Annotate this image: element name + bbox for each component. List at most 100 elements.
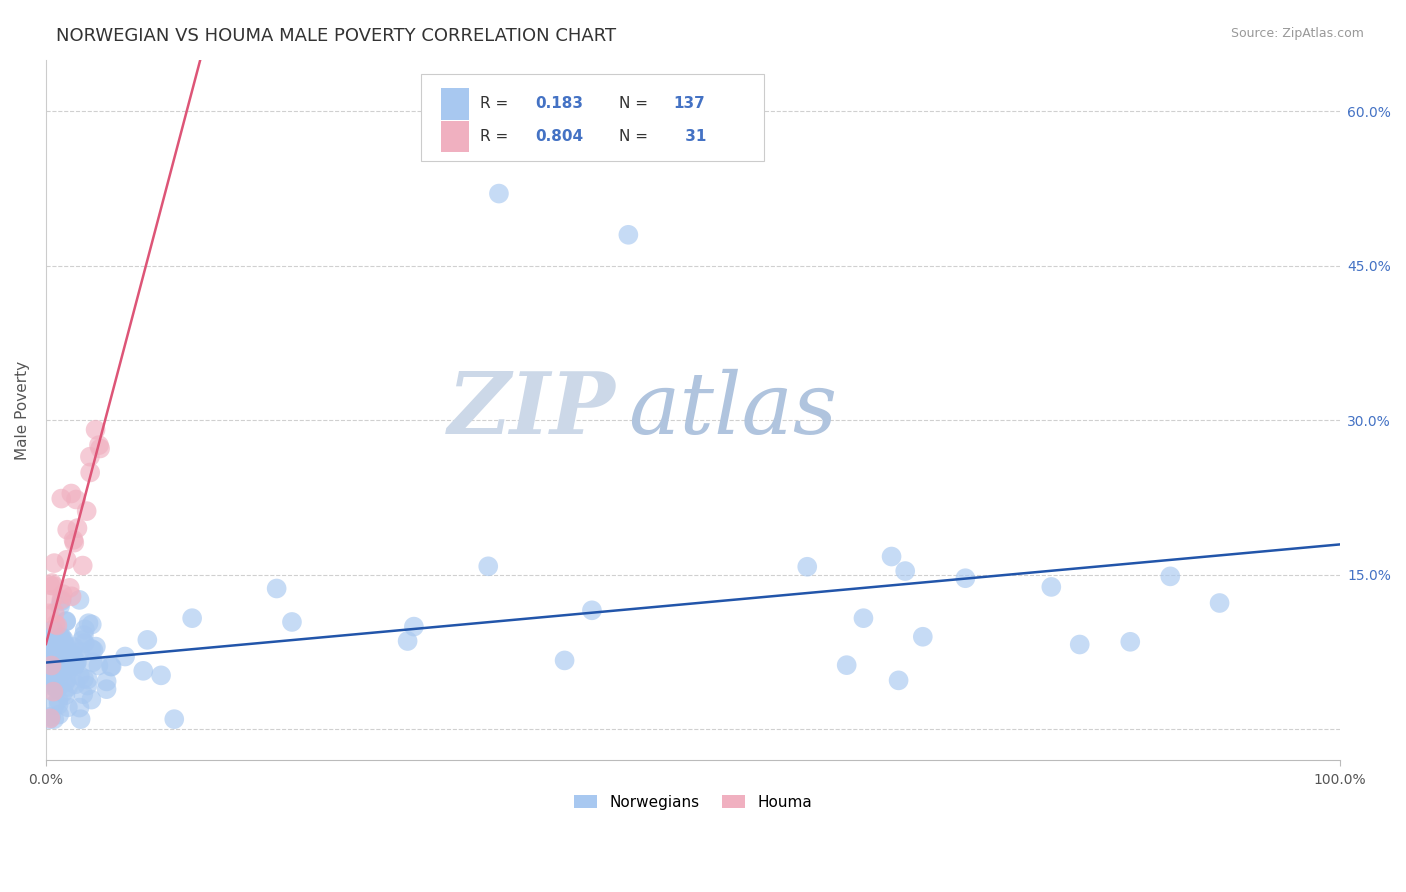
Point	[72, 687, 94, 701]
Point	[49, 661, 72, 675]
Point	[1040, 580, 1063, 594]
FancyBboxPatch shape	[422, 74, 765, 161]
Point	[79, 466, 101, 480]
Point	[37, 668, 59, 682]
Point	[62, 533, 84, 547]
Point	[53, 640, 76, 654]
Point	[477, 559, 499, 574]
Point	[55, 615, 77, 629]
Point	[281, 615, 304, 629]
Point	[41, 623, 63, 637]
Point	[554, 653, 576, 667]
Point	[44, 606, 66, 620]
Point	[52, 685, 75, 699]
Text: R =: R =	[479, 96, 508, 112]
Point	[80, 642, 103, 657]
Point	[66, 655, 89, 669]
Point	[37, 663, 59, 677]
Point	[63, 659, 86, 673]
Point	[52, 632, 75, 646]
Point	[42, 579, 65, 593]
Point	[266, 582, 288, 596]
Point	[56, 680, 79, 694]
Point	[48, 679, 70, 693]
Point	[55, 688, 77, 702]
Point	[48, 665, 70, 680]
Point	[73, 636, 96, 650]
Point	[396, 634, 419, 648]
Point	[96, 674, 118, 689]
Point	[62, 640, 84, 654]
Point	[42, 623, 65, 637]
Legend: Norwegians, Houma: Norwegians, Houma	[568, 789, 818, 816]
Point	[48, 656, 70, 670]
Text: Source: ZipAtlas.com: Source: ZipAtlas.com	[1230, 27, 1364, 40]
Point	[887, 673, 910, 688]
Point	[41, 658, 63, 673]
Y-axis label: Male Poverty: Male Poverty	[15, 360, 30, 459]
Point	[44, 656, 66, 670]
Point	[163, 712, 186, 726]
FancyBboxPatch shape	[440, 121, 470, 153]
Point	[835, 658, 858, 673]
Point	[56, 654, 79, 668]
Point	[44, 698, 66, 713]
Point	[48, 698, 70, 712]
Point	[48, 707, 70, 722]
Point	[41, 593, 63, 607]
Point	[51, 630, 73, 644]
Point	[114, 649, 136, 664]
Point	[45, 629, 67, 643]
Text: 0.804: 0.804	[536, 129, 583, 145]
Point	[55, 675, 77, 690]
Point	[63, 657, 86, 672]
Point	[136, 632, 159, 647]
Point	[44, 556, 66, 570]
Point	[37, 648, 59, 663]
Point	[911, 630, 934, 644]
Point	[76, 679, 98, 693]
Point	[60, 652, 83, 666]
Point	[69, 593, 91, 607]
Point	[44, 633, 66, 648]
Point	[80, 692, 103, 706]
Point	[37, 650, 59, 665]
Point	[63, 648, 86, 663]
Point	[84, 640, 107, 654]
Point	[53, 663, 76, 677]
Point	[39, 709, 62, 723]
Point	[60, 590, 83, 604]
Point	[51, 665, 73, 679]
Point	[44, 617, 66, 632]
Point	[38, 712, 60, 726]
Point	[70, 633, 93, 648]
Point	[46, 638, 69, 652]
Point	[100, 659, 122, 673]
Point	[39, 678, 62, 692]
Point	[49, 631, 72, 645]
Point	[38, 671, 60, 685]
Point	[60, 659, 83, 673]
Point	[49, 631, 72, 645]
Point	[80, 617, 103, 632]
Text: N =: N =	[619, 96, 648, 112]
Point	[37, 674, 59, 689]
Point	[181, 611, 204, 625]
Point	[72, 558, 94, 573]
Point	[796, 559, 818, 574]
Point	[73, 623, 96, 637]
Point	[55, 673, 77, 687]
Point	[84, 423, 107, 437]
Point	[56, 649, 79, 664]
Point	[132, 664, 155, 678]
FancyBboxPatch shape	[440, 88, 470, 120]
Text: atlas: atlas	[628, 368, 838, 451]
Point	[44, 712, 66, 726]
Point	[69, 668, 91, 682]
Point	[52, 587, 75, 601]
Point	[56, 700, 79, 714]
Point	[69, 645, 91, 659]
Point	[1208, 596, 1230, 610]
Text: N =: N =	[619, 129, 648, 145]
Point	[96, 682, 118, 697]
